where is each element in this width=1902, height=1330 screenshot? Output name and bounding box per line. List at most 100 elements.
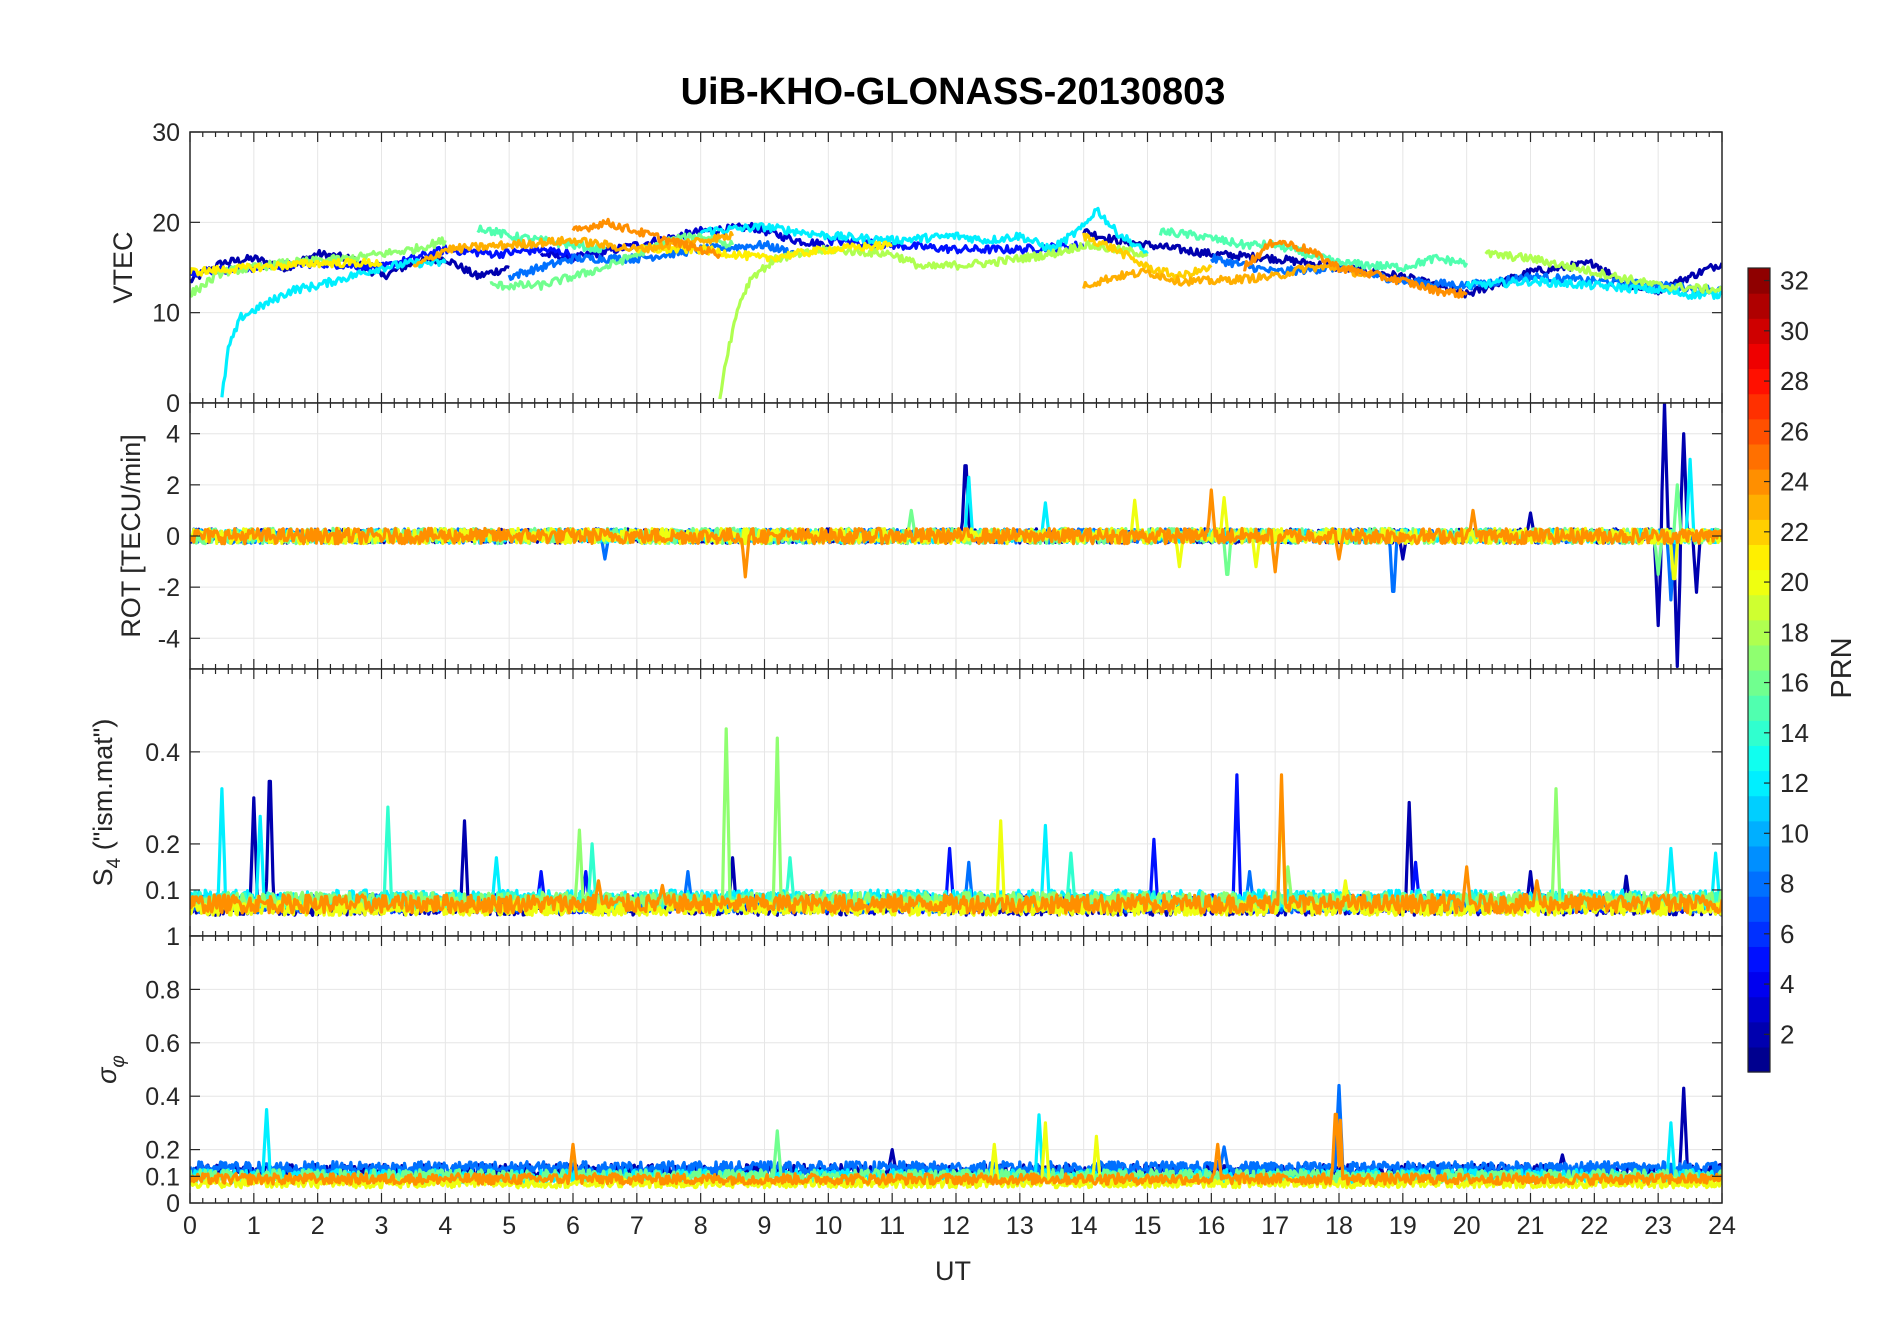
y-tick-label: 20 xyxy=(152,209,180,237)
colorbar-swatch xyxy=(1748,770,1770,797)
panel-4: 00.10.2 0.4 0.6 0.8 1 σφ xyxy=(92,923,1723,1218)
colorbar-swatch xyxy=(1748,318,1770,344)
x-ticks xyxy=(189,669,1723,936)
x-tick-label: 16 xyxy=(1197,1212,1225,1240)
x-tick-label: 20 xyxy=(1453,1212,1481,1240)
y-tick-label: 1 xyxy=(166,923,180,951)
y-axis-label: VTEC xyxy=(108,231,138,303)
series-group xyxy=(190,403,1722,668)
colorbar-tick-label: 8 xyxy=(1780,869,1794,899)
series-prn-15 xyxy=(476,224,607,254)
colorbar-tick-label: 2 xyxy=(1780,1019,1794,1049)
x-ticks xyxy=(189,403,1723,669)
colorbar-swatch xyxy=(1748,443,1770,470)
colorbar-swatch xyxy=(1748,1021,1770,1048)
panel-3: 0.1 0.2 0.4 S4 ("ism.mat") xyxy=(88,668,1723,937)
colorbar-swatch xyxy=(1748,896,1770,922)
colorbar-swatch xyxy=(1748,996,1770,1023)
x-ticks xyxy=(189,132,1723,403)
colorbar-swatch xyxy=(1748,343,1770,370)
colorbar-tick-label: 10 xyxy=(1780,818,1809,848)
colorbar-swatch xyxy=(1748,469,1770,495)
colorbar-swatch xyxy=(1748,845,1770,872)
colorbar-tick-label: 12 xyxy=(1780,768,1809,798)
gridlines xyxy=(190,669,1722,936)
y-axis-label: σφ xyxy=(92,1055,129,1084)
series-prn-23 xyxy=(1082,263,1373,289)
x-tick-label: 21 xyxy=(1517,1212,1545,1240)
series-prn-22 xyxy=(1082,232,1213,281)
colorbar-swatch xyxy=(1748,494,1770,520)
x-tick-label: 1 xyxy=(247,1212,261,1240)
y-tick-label: 0.1 xyxy=(145,877,180,905)
series-prn-16 xyxy=(489,232,735,291)
colorbar-tick-label: 26 xyxy=(1780,416,1809,446)
y-tick-label: 0.8 xyxy=(145,976,180,1004)
panel-2: -4 -2 0 2 4 ROT [TECU/min] xyxy=(116,402,1723,670)
x-tick-label: 15 xyxy=(1134,1212,1162,1240)
colorbar-swatch xyxy=(1748,795,1770,822)
y-tick-label: 0 xyxy=(166,390,180,418)
colorbar-tick-label: 16 xyxy=(1780,668,1809,698)
colorbar-frame xyxy=(1747,267,1771,1073)
colorbar-tick-label: 28 xyxy=(1780,366,1809,396)
y-tick-label: 30 xyxy=(152,119,180,147)
x-tick-label: 2 xyxy=(311,1212,325,1240)
colorbar-swatch xyxy=(1748,393,1770,420)
y-tick-label: 0.2 xyxy=(145,1137,180,1165)
colorbar-swatch xyxy=(1748,745,1770,772)
colorbar-tick-label: 6 xyxy=(1780,919,1794,949)
y-ticks: -4 -2 0 2 4 xyxy=(158,421,1722,653)
colorbar-swatch xyxy=(1748,619,1770,646)
x-tick-label: 22 xyxy=(1580,1212,1608,1240)
colorbar-tick-label: 4 xyxy=(1780,969,1794,999)
colorbar-label: PRN xyxy=(1826,637,1858,698)
series-prn-24 xyxy=(571,217,722,259)
y-ticks: 00.10.2 0.4 0.6 0.8 1 xyxy=(145,923,1722,1218)
colorbar-swatch xyxy=(1748,871,1770,897)
colorbar-tick-label: 24 xyxy=(1780,467,1809,497)
y-axis-label: ROT [TECU/min] xyxy=(116,434,146,638)
series-prn-24 xyxy=(1242,238,1468,299)
series-group xyxy=(190,727,1722,917)
colorbar-swatch xyxy=(1748,971,1770,998)
colorbar-swatch xyxy=(1748,418,1770,445)
series-prn-12 xyxy=(1465,276,1722,300)
y-tick-label: 2 xyxy=(166,472,180,500)
y-tick-label: 0.4 xyxy=(145,1083,180,1111)
colorbar-swatch xyxy=(1748,644,1770,671)
colorbar-tick-label: 14 xyxy=(1780,718,1809,748)
colorbar-swatch xyxy=(1748,368,1770,395)
y-tick-label: 0.2 xyxy=(145,831,180,859)
colorbar-swatch xyxy=(1748,921,1770,947)
x-tick-label: 13 xyxy=(1006,1212,1034,1240)
series-prn-24 xyxy=(190,773,1722,915)
colorbar-swatch xyxy=(1748,268,1770,294)
colorbar-tick-label: 32 xyxy=(1780,266,1809,296)
x-tick-label: 4 xyxy=(438,1212,452,1240)
y-ticks: 0.1 0.2 0.4 xyxy=(145,739,1722,905)
x-tick-label: 10 xyxy=(814,1212,842,1240)
x-tick-label: 17 xyxy=(1261,1212,1289,1240)
series-prn-18 xyxy=(1484,249,1722,295)
x-tick-label: 12 xyxy=(942,1212,970,1240)
x-tick-label: 24 xyxy=(1708,1212,1736,1240)
x-tick-label: 11 xyxy=(879,1212,905,1240)
x-tick-labels: 0 1 2 3 4 5 6 7 8 9 10 11 12 13 14 15 16 17 18 19 20 21 22 23 24 xyxy=(183,1212,1736,1240)
series-group xyxy=(190,206,1722,400)
series-prn-12 xyxy=(699,206,1149,257)
series-prn-12 xyxy=(220,257,447,398)
x-tick-label: 18 xyxy=(1325,1212,1353,1240)
colorbar-tick-label: 30 xyxy=(1780,316,1809,346)
colorbar-swatch xyxy=(1748,569,1770,596)
x-tick-label: 23 xyxy=(1644,1212,1672,1240)
series-prn-21 xyxy=(190,257,383,277)
colorbar-swatch xyxy=(1748,670,1770,696)
x-tick-label: 19 xyxy=(1389,1212,1417,1240)
y-tick-label: 0.1 xyxy=(145,1163,180,1191)
colorbar-tick-label: 20 xyxy=(1780,567,1809,597)
x-tick-label: 0 xyxy=(183,1212,197,1240)
